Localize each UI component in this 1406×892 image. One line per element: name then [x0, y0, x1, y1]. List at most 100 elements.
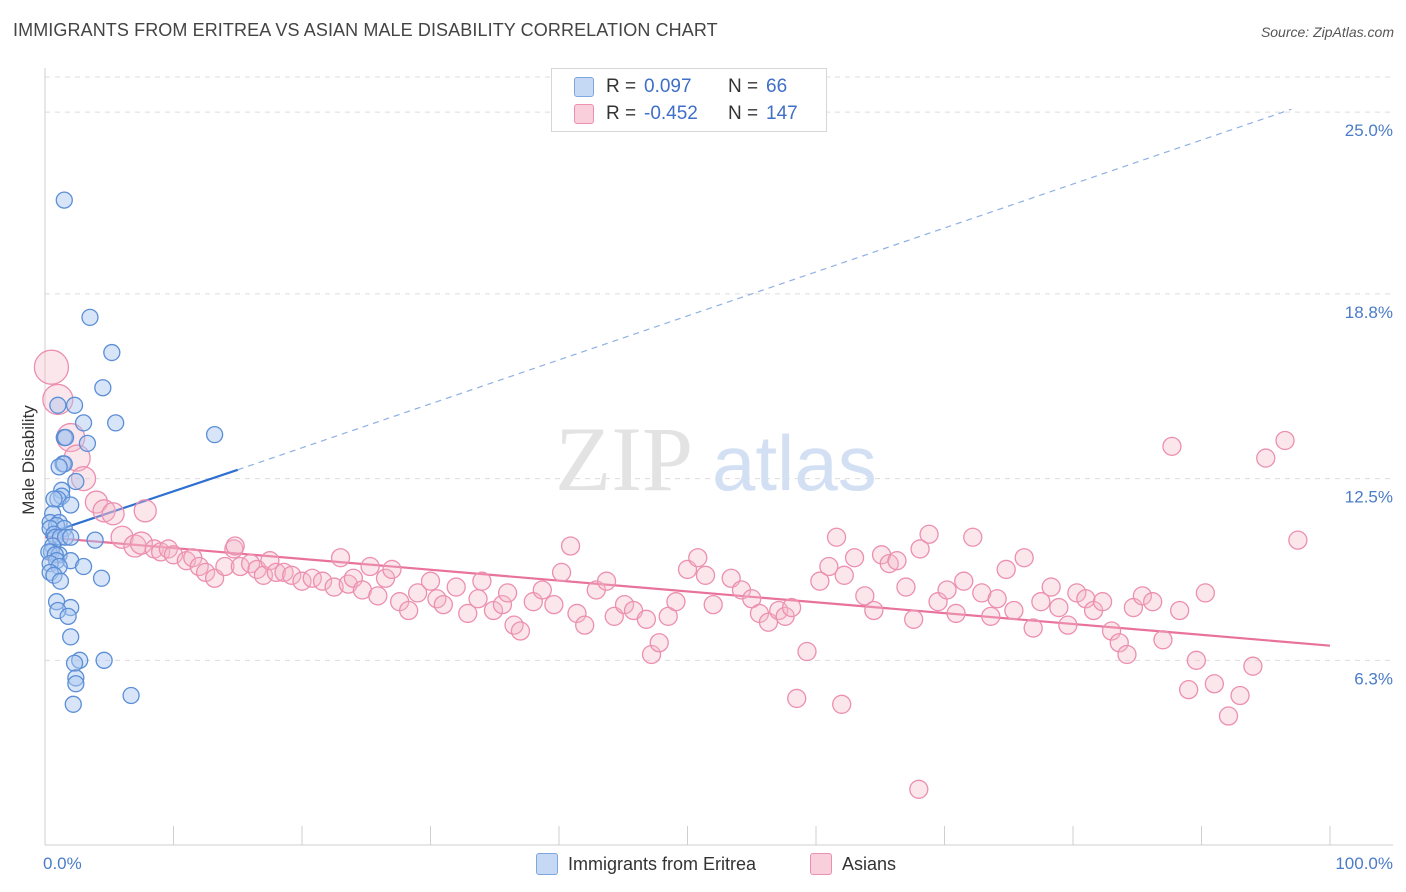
- bottom-legend-label-asians: Asians: [842, 853, 897, 874]
- asians-point: [826, 527, 847, 547]
- asians-point: [1243, 656, 1263, 676]
- eritrea-point: [45, 566, 63, 584]
- asians-point: [1132, 586, 1153, 606]
- asians-point: [954, 571, 974, 591]
- asians-point: [1041, 577, 1061, 597]
- asians-point: [492, 594, 513, 615]
- asians-point: [596, 571, 617, 591]
- asians-point: [1031, 592, 1051, 612]
- eritrea-point: [51, 572, 70, 590]
- eritrea-point: [67, 675, 85, 693]
- asians-point: [312, 571, 333, 591]
- asians-point: [497, 583, 518, 603]
- asians-point: [1143, 592, 1163, 612]
- watermark-atlas: atlas: [712, 419, 877, 507]
- asians-point: [84, 490, 109, 514]
- asians-point: [1023, 618, 1043, 638]
- asians-point: [101, 502, 125, 526]
- asians-point: [544, 594, 564, 615]
- eritrea-trend-extension: [237, 108, 1292, 471]
- asians-point: [472, 571, 492, 591]
- asians-point: [987, 589, 1007, 609]
- asians-point: [641, 644, 662, 665]
- asians-point: [274, 562, 294, 583]
- bottom-legend-asians: Asians: [810, 852, 896, 876]
- bottom-legend-label-eritrea: Immigrants from Eritrea: [568, 853, 757, 874]
- eritrea-point: [107, 414, 125, 432]
- asians-point: [996, 559, 1016, 580]
- eritrea-point: [65, 654, 84, 672]
- asians-point: [133, 499, 157, 523]
- asians-point: [1014, 548, 1034, 568]
- asians-point: [1004, 600, 1024, 621]
- bottom-legend-swatch-eritrea: [536, 853, 558, 875]
- eritrea-point: [62, 496, 80, 514]
- asians-point: [879, 553, 899, 574]
- legend-r-label: R =: [606, 103, 637, 124]
- eritrea-point: [62, 628, 80, 646]
- asians-point: [575, 615, 595, 635]
- legend-r-value: -0.452: [644, 103, 698, 124]
- asians-point: [887, 551, 907, 571]
- asians-point: [324, 577, 344, 597]
- asians-point: [532, 580, 552, 600]
- asians-point: [1218, 706, 1239, 726]
- asians-point: [787, 688, 807, 709]
- asians-point: [910, 539, 930, 559]
- asians-point: [919, 524, 939, 544]
- legend-r-value: 0.097: [644, 76, 692, 97]
- asians-point: [855, 586, 875, 606]
- eritrea-point: [122, 686, 140, 705]
- asians-point: [1153, 630, 1173, 650]
- asians-point: [1109, 633, 1129, 653]
- asians-point: [1256, 448, 1276, 468]
- asians-point: [834, 565, 854, 585]
- chart-title: IMMIGRANTS FROM ERITREA VS ASIAN MALE DI…: [13, 20, 718, 40]
- y-tick-label: 25.0%: [1345, 121, 1393, 140]
- eritrea-point: [55, 455, 73, 473]
- asians-point: [266, 562, 286, 583]
- asians-trend-line: [44, 536, 1331, 647]
- asians-point: [282, 565, 302, 585]
- asians-point: [560, 536, 581, 556]
- asians-point: [110, 525, 134, 549]
- asians-point: [215, 556, 235, 577]
- asians-point: [33, 349, 70, 385]
- legend-row-asians: R = -0.452 N = 147: [574, 101, 806, 127]
- asians-point: [797, 641, 817, 662]
- legend-swatch-eritrea: [574, 77, 594, 97]
- bottom-legend-eritrea: Immigrants from Eritrea: [536, 852, 756, 876]
- asians-point: [1230, 685, 1250, 706]
- asians-point: [1288, 530, 1308, 550]
- asians-point: [225, 536, 245, 556]
- asians-point: [781, 597, 802, 618]
- watermark-zip: ZIP: [555, 408, 693, 510]
- eritrea-point: [95, 651, 113, 669]
- asians-point: [636, 609, 657, 629]
- asians-point: [1117, 644, 1137, 665]
- bottom-legend-swatch-asians: [810, 853, 832, 875]
- eritrea-point: [65, 396, 84, 414]
- asians-point: [551, 562, 572, 583]
- legend-n-value: 66: [766, 76, 788, 97]
- asians-point: [446, 577, 466, 597]
- eritrea-point: [55, 191, 73, 209]
- eritrea-point: [56, 528, 75, 546]
- asians-point: [864, 600, 884, 621]
- legend-row-eritrea: R = 0.097 N = 66: [574, 74, 806, 100]
- asians-point: [688, 548, 708, 568]
- eritrea-point: [49, 601, 67, 620]
- asians-point: [810, 571, 830, 591]
- eritrea-point: [103, 343, 121, 362]
- eritrea-point: [92, 569, 111, 587]
- asians-points: [33, 349, 1308, 799]
- asians-point: [896, 577, 916, 597]
- eritrea-points: [40, 191, 224, 713]
- eritrea-point: [62, 528, 80, 546]
- legend-r-label: R =: [606, 76, 637, 97]
- eritrea-point: [45, 490, 63, 508]
- eritrea-point: [55, 519, 73, 538]
- eritrea-point: [64, 695, 82, 713]
- eritrea-point: [74, 557, 93, 576]
- asians-point: [1162, 436, 1182, 456]
